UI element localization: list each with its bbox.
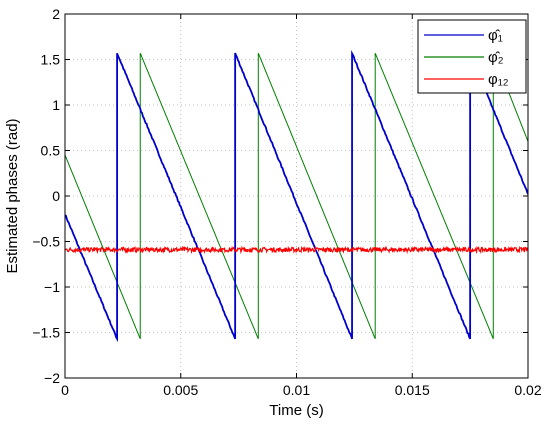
legend-label-1: φ̂₁: [488, 27, 503, 44]
y-tick-label: −1.5: [32, 325, 60, 341]
plot-area: 0 0.005 0.01 0.015 0.02 −2 −1.5 −1 −0.5 0 0.5 1 1.5 2…: [4, 6, 542, 419]
x-tick-label: 0.02: [514, 382, 541, 398]
series-line-1: [65, 50, 528, 343]
y-tick-label: −2: [44, 370, 60, 386]
series-line-3: [65, 245, 528, 255]
y-tick-label: −1: [44, 279, 60, 295]
x-tick-label: 0.005: [163, 382, 198, 398]
y-tick-label: 2: [52, 6, 60, 22]
legend: φ̂₁ φ̂₂ φ₁₂: [417, 19, 527, 94]
legend-label-3: φ₁₂: [488, 71, 509, 88]
x-axis-label: Time (s): [269, 402, 323, 419]
y-tick-label: 0: [52, 188, 60, 204]
x-tick-label: 0.01: [283, 382, 310, 398]
y-tick-label: 1.5: [41, 52, 61, 68]
series-line-2: [65, 52, 528, 340]
legend-label-2: φ̂₂: [488, 49, 504, 66]
y-tick-label: −0.5: [32, 234, 60, 250]
x-tick-label: 0: [61, 382, 69, 398]
y-tick-label: 0.5: [41, 143, 61, 159]
y-axis-label: Estimated phases (rad): [4, 118, 21, 273]
y-tick-label: 1: [52, 97, 60, 113]
x-tick-label: 0.015: [395, 382, 430, 398]
